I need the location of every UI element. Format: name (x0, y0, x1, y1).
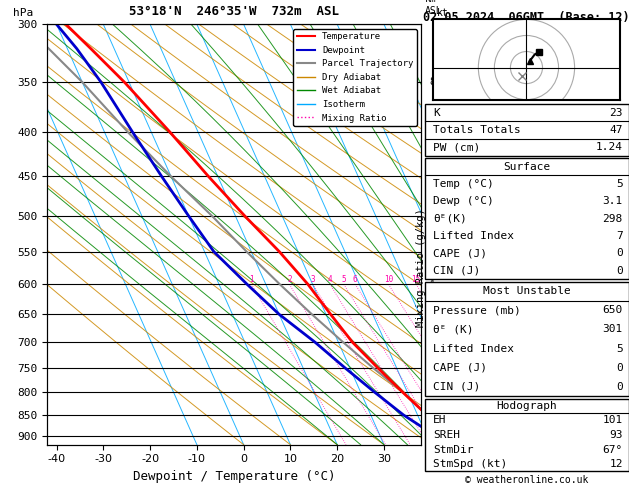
Legend: Temperature, Dewpoint, Parcel Trajectory, Dry Adiabat, Wet Adiabat, Isotherm, Mi: Temperature, Dewpoint, Parcel Trajectory… (293, 29, 417, 126)
Bar (425, 158, 629, 279)
Text: 4: 4 (328, 276, 333, 284)
Text: 53°18'N  246°35'W  732m  ASL: 53°18'N 246°35'W 732m ASL (130, 5, 339, 18)
Text: 6: 6 (429, 172, 435, 181)
Text: 47: 47 (610, 125, 623, 135)
Text: CAPE (J): CAPE (J) (433, 248, 487, 259)
Text: StmSpd (kt): StmSpd (kt) (433, 459, 507, 469)
Text: 0: 0 (616, 382, 623, 392)
Text: 67°: 67° (603, 445, 623, 454)
Text: 8: 8 (429, 77, 435, 87)
Text: Lifted Index: Lifted Index (433, 231, 514, 241)
Text: 02.05.2024  06GMT  (Base: 12): 02.05.2024 06GMT (Base: 12) (423, 11, 629, 24)
Text: 650: 650 (603, 305, 623, 315)
Text: Totals Totals: Totals Totals (433, 125, 521, 135)
Text: 12: 12 (610, 459, 623, 469)
Text: θᴱ(K): θᴱ(K) (433, 214, 467, 224)
Text: 5: 5 (342, 276, 346, 284)
Text: CAPE (J): CAPE (J) (433, 363, 487, 373)
Text: 2: 2 (287, 276, 292, 284)
Text: Most Unstable: Most Unstable (483, 286, 571, 296)
Text: CIN (J): CIN (J) (433, 266, 480, 276)
Text: 5: 5 (616, 344, 623, 353)
Text: 1.24: 1.24 (596, 142, 623, 152)
Text: 298: 298 (603, 214, 623, 224)
Text: Pressure (mb): Pressure (mb) (433, 305, 521, 315)
Bar (425, 399, 629, 471)
Text: CIN (J): CIN (J) (433, 382, 480, 392)
Text: 5: 5 (616, 179, 623, 189)
Text: StmDir: StmDir (433, 445, 473, 454)
Text: 3.1: 3.1 (603, 196, 623, 207)
Text: kt: kt (437, 8, 448, 18)
Text: Lifted Index: Lifted Index (433, 344, 514, 353)
Text: 23: 23 (610, 108, 623, 118)
Text: 4: 4 (429, 279, 435, 289)
Text: 7: 7 (616, 231, 623, 241)
Text: EH: EH (433, 416, 446, 425)
Text: Dewp (°C): Dewp (°C) (433, 196, 494, 207)
Bar (425, 282, 629, 396)
Bar (425, 104, 629, 156)
Text: K: K (433, 108, 440, 118)
Text: Temp (°C): Temp (°C) (433, 179, 494, 189)
Text: Hodograph: Hodograph (496, 401, 557, 411)
X-axis label: Dewpoint / Temperature (°C): Dewpoint / Temperature (°C) (133, 470, 335, 483)
Text: 0: 0 (616, 248, 623, 259)
Text: 15: 15 (411, 276, 421, 284)
Text: 101: 101 (603, 416, 623, 425)
Text: 2: 2 (429, 387, 435, 397)
Text: © weatheronline.co.uk: © weatheronline.co.uk (465, 475, 589, 485)
Text: hPa: hPa (13, 8, 34, 18)
Text: θᴱ (K): θᴱ (K) (433, 325, 473, 334)
Text: SREH: SREH (433, 430, 460, 440)
Text: 0: 0 (616, 266, 623, 276)
Text: 3: 3 (429, 337, 435, 347)
Text: PW (cm): PW (cm) (433, 142, 480, 152)
Text: 0: 0 (616, 363, 623, 373)
Text: 6: 6 (353, 276, 358, 284)
Text: km
ASL: km ASL (425, 0, 443, 16)
Text: 7: 7 (429, 127, 435, 137)
Text: 10: 10 (384, 276, 393, 284)
Text: 301: 301 (603, 325, 623, 334)
Text: 1: 1 (429, 440, 435, 450)
Text: Mixing Ratio (g/kg): Mixing Ratio (g/kg) (416, 208, 426, 327)
Text: 1: 1 (249, 276, 254, 284)
Text: 1LCL: 1LCL (425, 440, 445, 449)
Text: 3: 3 (311, 276, 315, 284)
Text: 5: 5 (429, 247, 435, 257)
Text: Surface: Surface (503, 162, 550, 172)
Text: 93: 93 (610, 430, 623, 440)
